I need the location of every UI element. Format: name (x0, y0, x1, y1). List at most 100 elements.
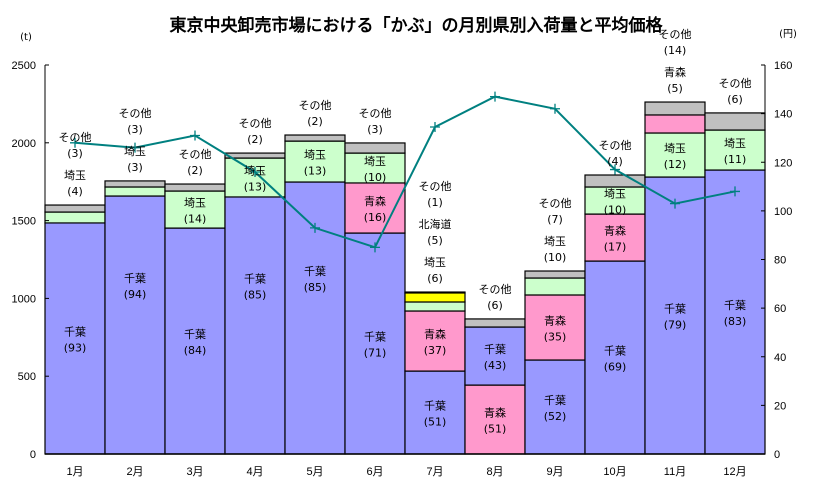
segment-share-label: (3) (67, 147, 83, 160)
bar-segment-hokkaido (404, 292, 466, 303)
segment-share-label: (52) (544, 410, 567, 423)
segment-share-label: (13) (304, 165, 327, 178)
segment-name-label: 埼玉 (364, 154, 386, 168)
segment-name-label: 埼玉 (664, 141, 686, 155)
x-tick-label: 2月 (126, 466, 143, 478)
bar-segment-chiba (164, 227, 226, 455)
segment-name-label: 北海道 (419, 217, 452, 231)
x-tick-label: 6月 (366, 466, 383, 478)
segment-share-label: (85) (244, 288, 267, 301)
segment-name-label: 埼玉 (604, 187, 626, 201)
segment-share-label: (94) (124, 288, 147, 301)
bar-segment-saitama (284, 140, 346, 183)
segment-share-label: (5) (427, 234, 443, 247)
bar-segment-chiba (44, 222, 106, 455)
segment-name-label: 千葉 (604, 344, 626, 358)
bar-segment-saitama (104, 186, 166, 197)
segment-share-label: (4) (67, 185, 83, 198)
bar-segment-other (44, 204, 106, 213)
x-tick-label: 8月 (486, 466, 503, 478)
segment-share-label: (35) (544, 330, 567, 343)
bar-segment-other (284, 134, 346, 142)
segment-name-label: その他 (719, 77, 752, 90)
x-tick-label: 3月 (186, 466, 203, 478)
segment-share-label: (85) (304, 281, 327, 294)
bars-layer (44, 101, 766, 455)
segment-name-label: その他 (119, 107, 152, 120)
segment-share-label: (79) (664, 319, 687, 332)
left-axis-unit: (t) (20, 32, 32, 43)
segment-share-label: (12) (664, 158, 687, 171)
segment-name-label: その他 (659, 28, 692, 41)
segment-share-label: (1) (427, 196, 443, 209)
x-tick-label: 12月 (723, 466, 746, 478)
segment-share-label: (43) (484, 359, 507, 372)
segment-name-label: 千葉 (724, 298, 746, 312)
segment-share-label: (3) (127, 161, 143, 174)
y2-tick-label: 120 (774, 157, 792, 169)
y2-tick-label: 140 (774, 109, 792, 121)
bar-segment-other (104, 180, 166, 188)
segment-share-label: (84) (184, 344, 207, 357)
segment-share-label: (7) (547, 213, 563, 226)
price-point-marker (730, 186, 740, 197)
segment-name-label: 埼玉 (124, 144, 146, 158)
bar-segment-chiba (284, 181, 346, 455)
bar-segment-saitama (524, 277, 586, 296)
bar-segment-chiba (464, 326, 526, 386)
segment-name-label: 埼玉 (244, 163, 266, 177)
price-point-marker (250, 166, 260, 177)
segment-share-label: (51) (424, 416, 447, 429)
segment-share-label: (13) (244, 180, 267, 193)
bar-segment-other (164, 183, 226, 192)
segment-name-label: その他 (599, 139, 632, 152)
right-axis-unit: (円) (779, 29, 797, 40)
bar-segment-chiba (344, 232, 406, 455)
segment-share-label: (5) (667, 82, 683, 95)
y2-tick-label: 60 (774, 303, 786, 315)
segment-name-label: その他 (539, 197, 572, 210)
y2-tick-label: 40 (774, 352, 786, 364)
segment-share-label: (3) (127, 123, 143, 136)
labels-layer: 千葉(93)(4)埼玉(3)その他千葉(94)(3)埼玉(3)その他千葉(84)… (59, 28, 752, 436)
bar-segment-aomori (644, 114, 706, 134)
segment-share-label: (6) (487, 299, 503, 312)
segment-share-label: (71) (364, 347, 387, 360)
segment-name-label: 千葉 (544, 393, 566, 407)
segment-name-label: その他 (479, 283, 512, 296)
price-point-marker (430, 121, 440, 132)
segment-name-label: 千葉 (184, 327, 206, 341)
segment-name-label: その他 (179, 148, 212, 161)
bar-segment-chiba (224, 196, 286, 455)
x-tick-label: 1月 (66, 466, 83, 478)
segment-name-label: 千葉 (484, 342, 506, 356)
y-tick-label: 2500 (12, 60, 36, 72)
y-tick-label: 2000 (12, 138, 36, 150)
segment-name-label: 青森 (544, 313, 566, 327)
segment-name-label: 千葉 (664, 302, 686, 316)
segment-name-label: その他 (359, 107, 392, 120)
bar-segment-other (224, 152, 286, 159)
segment-share-label: (83) (724, 315, 747, 328)
bar-segment-other (524, 270, 586, 279)
bar-segment-aomori (584, 213, 646, 262)
axes-layer: 1月 2月 3月 4月 5月 6月 7月 8月 9月 10月 11月 12月0500100015002… (12, 60, 793, 478)
price-point-marker (310, 222, 320, 233)
segment-share-label: (10) (604, 204, 627, 217)
bar-segment-other (464, 318, 526, 328)
segment-share-label: (6) (727, 93, 743, 106)
segment-name-label: 埼玉 (544, 234, 566, 248)
y2-tick-label: 20 (774, 400, 786, 412)
y-tick-label: 0 (30, 449, 36, 461)
bar-segment-aomori (404, 310, 466, 372)
segment-name-label: 青森 (484, 406, 506, 420)
bar-segment-saitama (404, 301, 466, 312)
y-tick-label: 500 (18, 371, 36, 383)
segment-name-label: その他 (59, 131, 92, 144)
segment-share-label: (2) (307, 115, 323, 128)
bar-segment-chiba (104, 195, 166, 455)
segment-share-label: (2) (247, 133, 263, 146)
segment-name-label: 青森 (604, 224, 626, 238)
bar-segment-other (404, 291, 466, 294)
segment-name-label: その他 (239, 117, 272, 130)
